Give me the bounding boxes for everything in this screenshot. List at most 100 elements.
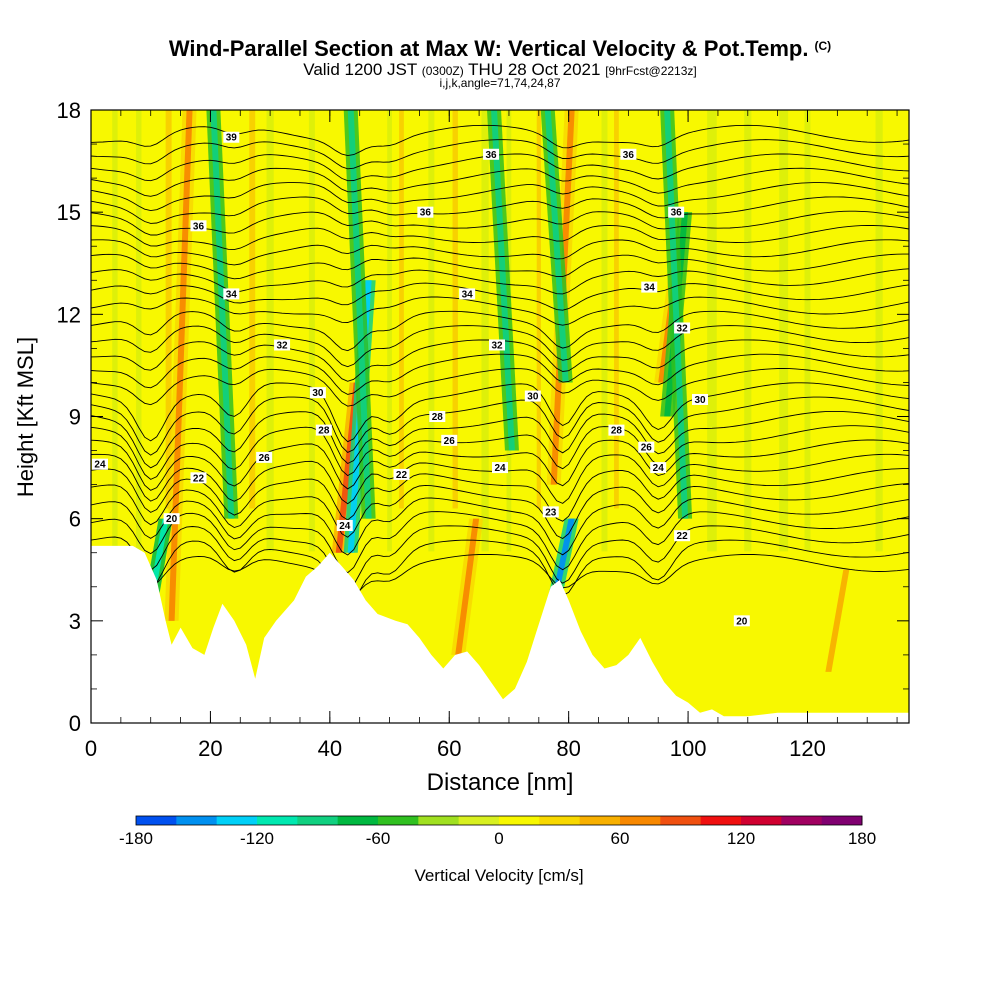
theta-contour: [91, 353, 909, 395]
contour-label-bg: [441, 434, 458, 446]
x-tick-label: 100: [670, 736, 707, 761]
contour-label-bg: [190, 472, 207, 484]
contour-label-bg: [650, 462, 667, 474]
y-tick-label: 9: [69, 405, 81, 430]
chart-subtitle-indices: i,j,k,angle=71,74,24,87: [439, 76, 561, 90]
contour-label-bg: [91, 458, 108, 470]
chart-title: Wind-Parallel Section at Max W: Vertical…: [168, 36, 832, 61]
colorbar-tick-label: -180: [119, 829, 153, 848]
colorbar-swatch: [499, 816, 540, 825]
contour-label-bg: [223, 131, 240, 143]
x-tick-label: 80: [556, 736, 580, 761]
theta-contour: [91, 439, 909, 491]
weak-downdraft-band: [779, 110, 789, 552]
y-tick-label: 3: [69, 609, 81, 634]
colorbar-swatch: [297, 816, 339, 825]
weak-downdraft-band: [387, 110, 392, 552]
plot-area: 3936343230282622202424222826243432302336…: [91, 110, 909, 723]
contour-label-bg: [256, 451, 273, 463]
weak-updraft-band: [399, 110, 404, 509]
theta-contour: [91, 368, 909, 407]
y-tick-label: 15: [57, 200, 81, 225]
weak-downdraft-band: [601, 110, 608, 552]
contour-label: 28: [611, 426, 623, 437]
downdraft-core: [544, 110, 569, 383]
colorbar-label: Vertical Velocity [cm/s]: [414, 866, 583, 885]
contour-label: 34: [226, 289, 238, 300]
x-tick-label: 60: [437, 736, 461, 761]
colorbar-swatch: [458, 816, 500, 825]
contour-label-bg: [524, 390, 541, 402]
contour-label-bg: [163, 513, 180, 525]
contour-label: 32: [277, 340, 289, 351]
terrain-mask: [91, 545, 909, 723]
contour-label: 22: [396, 470, 408, 481]
theta-contour: [91, 296, 909, 326]
theta-contour: [91, 525, 909, 591]
colorbar-tick-label: 60: [611, 829, 630, 848]
contour-label-bg: [674, 322, 691, 334]
colorbar-swatch: [700, 816, 742, 825]
colorbar-swatch: [620, 816, 661, 825]
theta-contour: [91, 539, 909, 607]
weak-downdraft-band: [744, 110, 752, 552]
colorbar-swatch: [337, 816, 379, 825]
contour-label-bg: [608, 424, 625, 436]
contour-label-bg: [459, 288, 476, 300]
downdraft-core: [347, 110, 372, 519]
contour-label: 32: [677, 323, 689, 334]
y-tick-label: 12: [57, 302, 81, 327]
colorbar-swatch: [579, 816, 621, 825]
contour-label: 36: [420, 208, 432, 219]
contour-label: 24: [94, 460, 106, 471]
updraft-core: [455, 518, 480, 655]
contour-label-bg: [274, 339, 291, 351]
updraft-core: [168, 110, 193, 621]
theta-contour: [91, 210, 909, 236]
colorbar-swatch: [176, 816, 218, 825]
weak-updraft-band: [165, 110, 172, 509]
contour-label: 20: [736, 616, 748, 627]
x-axis-label: Distance [nm]: [427, 769, 574, 796]
contour-label-bg: [315, 424, 332, 436]
colorbar-swatch: [418, 816, 460, 825]
contour-label: 36: [671, 208, 683, 219]
colorbar-swatch: [741, 816, 782, 825]
chart-subtitle: Valid 1200 JST (0300Z) THU 28 Oct 2021 […: [303, 60, 697, 79]
colorbar-swatch: [136, 816, 177, 825]
theta-contour: [91, 282, 909, 311]
contour-label-bg: [489, 339, 506, 351]
y-axis-label: Height [Kft MSL]: [13, 337, 38, 497]
x-tick-label: 0: [85, 736, 97, 761]
contour-label-bg: [638, 441, 655, 453]
colorbar-swatch: [660, 816, 702, 825]
contour-label: 24: [653, 463, 665, 474]
theta-contour: [91, 425, 909, 480]
contour-label: 26: [444, 436, 456, 447]
contour-label-bg: [223, 288, 240, 300]
contour-label-bg: [429, 411, 446, 422]
colorbar-swatch: [378, 816, 419, 825]
contour-label: 39: [226, 133, 238, 144]
colorbar-tick-label: 120: [727, 829, 755, 848]
contour-label: 32: [491, 340, 503, 351]
weak-downdraft-band: [481, 110, 489, 552]
theta-contour: [91, 182, 909, 212]
colorbar-swatch: [216, 816, 258, 825]
theta-contour: [91, 511, 909, 574]
theta-contour: [91, 325, 909, 368]
downdraft-core: [210, 110, 235, 519]
colorbar-swatch: [781, 816, 823, 825]
theta-contour: [91, 253, 909, 280]
contour-label-bg: [641, 281, 658, 293]
weak-updraft-band: [249, 110, 256, 509]
theta-contour: [91, 153, 909, 182]
contour-label-bg: [542, 506, 559, 518]
contour-label: 36: [623, 150, 635, 161]
x-tick-label: 120: [789, 736, 826, 761]
contour-label: 22: [193, 473, 205, 484]
contour-label-bg: [492, 462, 508, 474]
contour-label-bg: [393, 468, 410, 480]
colorbar-tick-label: 0: [494, 829, 503, 848]
